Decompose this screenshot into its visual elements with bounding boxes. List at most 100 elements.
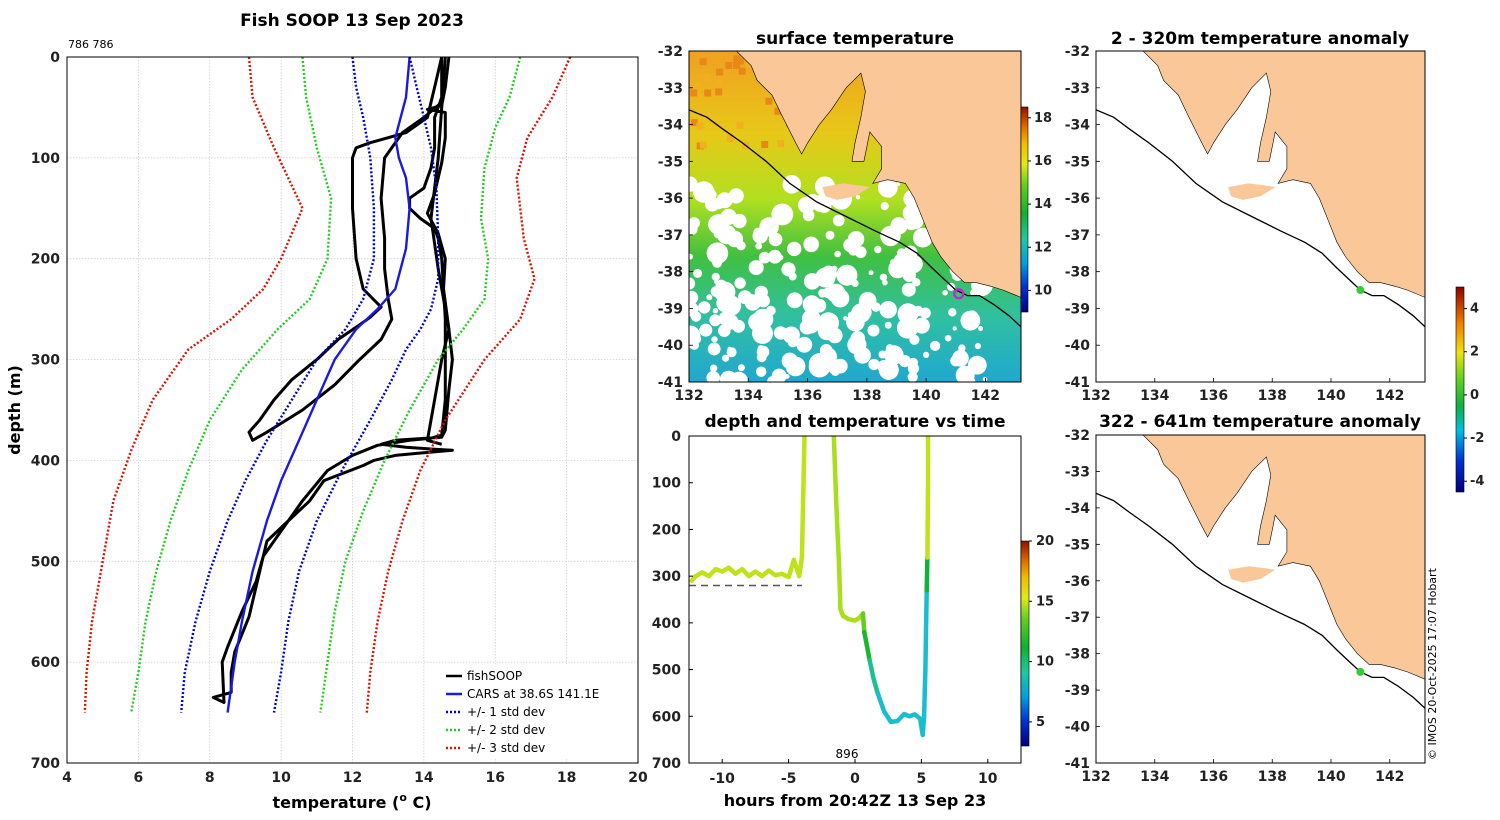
profile-line--2-std <box>130 57 333 713</box>
dt-track-segment <box>831 436 866 623</box>
cloud-gap <box>974 343 982 350</box>
cloud-gap <box>843 316 848 321</box>
dt-track-segment <box>867 657 880 696</box>
profile-axes-box <box>66 56 639 764</box>
cloud-gap <box>882 279 888 286</box>
sst-cell <box>693 81 701 89</box>
dt-ytick: 0 <box>671 429 681 445</box>
profile-xtick: 20 <box>628 770 648 786</box>
sst-cell <box>777 140 785 148</box>
profile-xtick: 8 <box>205 770 215 786</box>
cloud-gap <box>907 371 918 382</box>
cloud-gap <box>756 366 767 377</box>
depth-time-annotation: 896 <box>836 747 859 761</box>
map-ytick: -37 <box>658 228 683 244</box>
coastline <box>1141 51 1425 298</box>
sst-cell <box>690 89 698 97</box>
profile-ytick: 600 <box>31 655 60 671</box>
cloud-gap <box>752 300 758 306</box>
map-ytick: -33 <box>1065 81 1090 97</box>
cloud-gap <box>711 272 720 281</box>
sst-cell <box>703 73 711 81</box>
cloud-gap <box>836 264 858 286</box>
map-ytick: -37 <box>1065 610 1090 626</box>
profile-xtick: 12 <box>343 770 362 786</box>
map-ytick: -35 <box>1065 537 1090 553</box>
cloud-gap <box>728 188 744 204</box>
land-mainland <box>1143 51 1425 298</box>
sst-cell <box>736 121 744 129</box>
cloud-gap <box>907 212 924 230</box>
sst-cell <box>738 67 746 75</box>
anomaly-shallow-panel: 2 - 320m temperature anomaly 132 134 136 13… <box>1065 29 1426 404</box>
cloud-gap <box>867 324 880 337</box>
anomaly-deep-map <box>1096 435 1425 763</box>
profile-ytick: 500 <box>31 554 60 570</box>
cloud-gap <box>874 245 882 254</box>
cloud-gap <box>808 355 831 378</box>
cloud-gap <box>786 292 803 309</box>
anomaly-deep-ticks: 132 134 136 138 140 142 -32 -33 -34 -35 -36 -37 -38 -… <box>1065 428 1405 785</box>
profile-line--3-std <box>365 57 572 713</box>
map-ytick: -40 <box>658 338 684 354</box>
cloud-gap <box>888 259 907 279</box>
map-ytick: -39 <box>1065 683 1090 699</box>
map-xtick: 134 <box>1140 388 1169 404</box>
land-kangaroo-island <box>1228 183 1276 200</box>
cloud-gap <box>910 306 920 316</box>
cloud-gap <box>901 315 907 320</box>
cloud-gap <box>726 347 737 358</box>
anomaly-shallow-map <box>1096 51 1425 382</box>
cloud-gap <box>830 289 850 308</box>
cloud-gap <box>699 323 713 337</box>
land-kangaroo-island <box>1228 566 1276 583</box>
map-xtick: 142 <box>1375 388 1404 404</box>
sst-cell <box>765 97 773 105</box>
profile-ytick: 100 <box>31 151 60 167</box>
sst-colorbar-label: 18 <box>1034 111 1052 126</box>
cloud-gap <box>952 349 969 367</box>
cloud-gap <box>706 371 720 382</box>
cloud-gap <box>832 358 848 374</box>
map-xtick: 136 <box>1199 769 1228 785</box>
cloud-gap <box>905 255 923 273</box>
sst-cell <box>716 68 724 76</box>
map-ytick: -39 <box>658 301 683 317</box>
profile-panel: Fish SOOP 13 Sep 2023 786 786 4 6 8 10 12 14 1… <box>5 11 648 812</box>
anomaly-colorbar <box>1455 286 1465 493</box>
sst-cell <box>733 61 741 69</box>
map-ytick: -34 <box>1065 118 1091 134</box>
sst-cell <box>745 61 753 69</box>
cloud-gap <box>803 236 819 253</box>
cloud-gap <box>879 301 897 319</box>
profile-ytick: 0 <box>50 50 60 66</box>
cloud-gap <box>802 295 821 314</box>
cloud-gap <box>693 181 715 203</box>
sst-map-area <box>689 51 1021 382</box>
map-ytick: -39 <box>1065 301 1090 317</box>
map-ytick: -34 <box>658 118 684 134</box>
anomaly-colorbar-ticks: 4 2 0 -2 -4 <box>1464 302 1484 489</box>
map-xtick: 136 <box>1199 388 1228 404</box>
dt-ytick: 100 <box>652 476 681 492</box>
profile-series <box>83 57 572 713</box>
map-xtick: 142 <box>1375 769 1404 785</box>
cloud-gap <box>711 336 718 343</box>
legend-entry: +/- 3 std dev <box>467 741 545 755</box>
profile-xtick: 10 <box>271 770 291 786</box>
sst-colorbar-label: 16 <box>1034 154 1052 169</box>
anomaly-site-marker <box>1356 667 1365 676</box>
cloud-gap <box>884 345 904 365</box>
depth-time-title: depth and temperature vs time <box>705 412 1006 432</box>
profile-line-fishsoop-third <box>247 57 444 442</box>
cloud-gap <box>689 277 696 290</box>
dt-xtick: -5 <box>781 771 797 787</box>
shelf-break-line <box>1096 492 1425 709</box>
sst-cell <box>774 107 782 115</box>
cloud-gap <box>706 242 729 264</box>
cloud-gap <box>913 317 930 334</box>
dt-colorbar-label: 15 <box>1036 594 1054 609</box>
profile-ytick: 400 <box>31 453 60 469</box>
land-mainland <box>1143 435 1425 680</box>
